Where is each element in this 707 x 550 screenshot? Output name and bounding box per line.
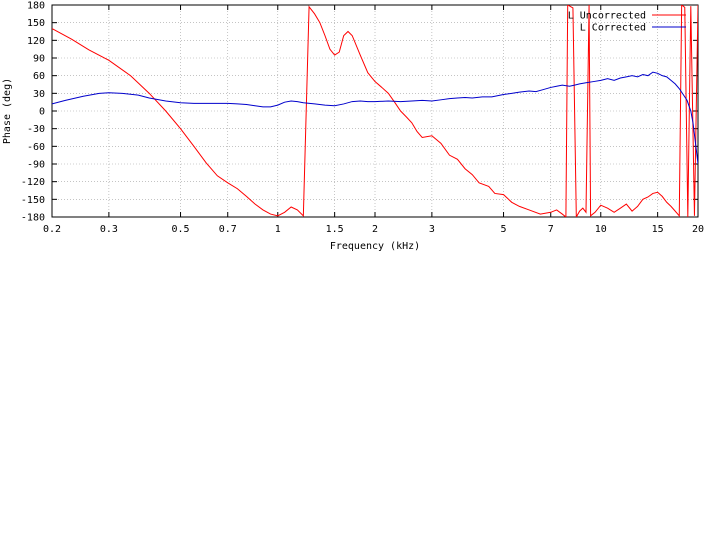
x-tick-label: 0.5 [172,224,190,235]
x-tick-label: 1 [275,224,281,235]
series-line-l-uncorrected [52,5,698,217]
x-tick-label: 0.2 [43,224,61,235]
y-tick-label: 60 [33,71,45,82]
y-tick-label: -60 [27,142,45,153]
x-tick-label: 3 [429,224,435,235]
x-tick-label: 2 [372,224,378,235]
y-tick-label: -90 [27,160,45,171]
y-tick-label: -180 [21,213,45,224]
legend-label: L Corrected [580,23,646,34]
y-tick-label: -120 [21,177,45,188]
x-tick-label: 7 [548,224,554,235]
x-axis-title: Frequency (kHz) [330,241,420,252]
y-tick-label: 180 [27,1,45,12]
legend-label: L Uncorrected [568,11,646,22]
y-tick-label: 0 [39,107,45,118]
y-tick-label: 30 [33,89,45,100]
y-tick-label: 90 [33,54,45,65]
x-tick-label: 5 [501,224,507,235]
x-tick-label: 20 [692,224,704,235]
y-tick-label: 120 [27,36,45,47]
x-tick-label: 15 [652,224,664,235]
x-tick-label: 0.3 [100,224,118,235]
y-axis-title: Phase (deg) [2,78,13,144]
y-tick-label: -30 [27,124,45,135]
x-tick-label: 1.5 [326,224,344,235]
y-tick-label: -150 [21,195,45,206]
chart-panel-uncorrected: 0.2 0.3 0.5 0.7 1 1.5 2 3 5 7 10 15 20 -180 -150 -120 -9… [2,1,704,253]
x-tick-label: 10 [595,224,607,235]
x-tick-label: 0.7 [219,224,237,235]
series-line-l-corrected [52,71,698,165]
y-tick-label: 150 [27,18,45,29]
